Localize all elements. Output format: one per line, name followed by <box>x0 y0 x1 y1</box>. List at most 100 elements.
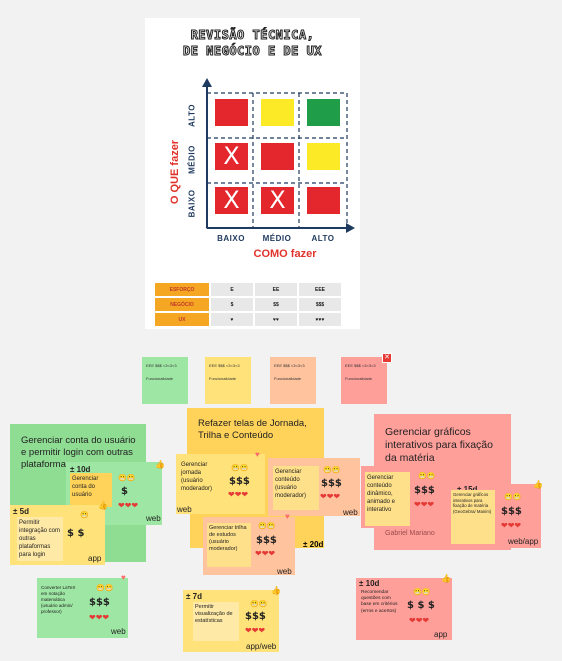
x-axis-title: COMO fazer <box>253 248 317 260</box>
template-sticky-peach[interactable]: EEE $$$ <3<3<3 Funcionalidade <box>270 357 316 404</box>
money-value: $$$ <box>89 597 110 608</box>
legend-value: ♥ <box>211 313 253 326</box>
x-level-baixo: BAIXO <box>217 234 245 243</box>
prioritization-matrix-card: REVISÃO TÉCNICA, DE NEGÓCIO E DE UX X X … <box>145 18 360 329</box>
heart-reaction-icon[interactable]: ♥ <box>121 573 126 582</box>
money-value: $$$ <box>501 506 522 517</box>
ux-hearts-icon: ❤❤❤ <box>245 626 266 635</box>
legend-value: EE <box>255 283 297 296</box>
estimate-label: ± 5d <box>13 507 29 516</box>
ux-hearts-icon: ❤❤❤ <box>320 492 341 501</box>
cell-alto-baixo <box>215 99 248 126</box>
group-jornada-sticky[interactable]: Refazer telas de Jornada, Trilha e Conte… <box>187 408 324 458</box>
effort-faces-icon: 😬😬 <box>258 523 276 530</box>
thumbs-up-icon[interactable]: 👍 <box>441 574 451 583</box>
cell-medio-alto <box>307 143 340 170</box>
card-converter-latex[interactable]: Converter LaTeX em notação matemática (u… <box>37 573 128 638</box>
card-gerenciar-trilha[interactable]: Gerenciar trilha de estudos (usuário mod… <box>203 512 295 576</box>
effort-faces-icon: 😬😬 <box>418 473 436 480</box>
legend-value: $$ <box>255 298 297 311</box>
effort-faces-icon: 😬😬 <box>413 589 431 596</box>
matrix-title-line2: DE NEGÓCIO E DE UX <box>182 44 323 59</box>
effort-faces-icon: 😬😬 <box>118 475 136 482</box>
ux-hearts-icon: ❤❤❤ <box>89 613 110 622</box>
money-value: $$$ <box>321 478 342 489</box>
template-head: EEE $$$ <3<3<3 <box>274 363 305 368</box>
y-level-baixo: BAIXO <box>187 189 197 218</box>
y-axis-title: O QUE fazer <box>169 139 181 205</box>
x-level-medio: MÉDIO <box>262 234 292 243</box>
template-body: Funcionalidade <box>274 376 302 381</box>
template-body: Funcionalidade <box>345 376 373 381</box>
cross-mark: X <box>223 186 240 214</box>
legend-row: NEGÓCIO $ $$ $$$ <box>155 298 341 311</box>
thumbs-up-icon[interactable]: 👍 <box>271 586 281 595</box>
y-level-alto: ALTO <box>187 103 197 128</box>
ux-hearts-icon: ❤❤❤ <box>118 501 139 510</box>
heart-reaction-icon[interactable]: ♥ <box>285 512 290 521</box>
estimate-label: ± 10d <box>70 465 91 474</box>
cell-medio-medio <box>261 143 294 170</box>
template-sticky-yellow[interactable]: EEE $$$ <3<3<3 Funcionalidade <box>205 357 251 404</box>
legend-value: $ <box>211 298 253 311</box>
group-title: Gerenciar conta do usuário e permitir lo… <box>21 435 136 470</box>
platform-label: web <box>343 508 358 517</box>
legend-value: $$$ <box>299 298 341 311</box>
money-value: $$$ <box>256 535 277 546</box>
cell-baixo-baixo: X <box>215 187 248 214</box>
thumbs-up-icon[interactable]: 👍 <box>533 480 543 489</box>
card-text: Permitir integração com outras plataform… <box>17 517 63 561</box>
legend-value: ♥♥♥ <box>299 313 341 326</box>
thumbs-up-icon[interactable]: 👍 <box>98 501 108 510</box>
template-head: EEE $$$ <3<3<3 <box>345 363 376 368</box>
close-icon[interactable]: ✕ <box>382 353 392 363</box>
legend-label: UX <box>155 313 209 326</box>
legend-value: ♥♥ <box>255 313 297 326</box>
card-graficos-interativos[interactable]: ± 15d Gerenciar gráficos interativos par… <box>447 480 543 548</box>
money-value: $ $ <box>67 528 85 539</box>
thumbs-up-icon[interactable]: 👍 <box>155 460 165 469</box>
money-value: $$$ <box>245 611 266 622</box>
cell-baixo-medio: X <box>261 187 294 214</box>
template-sticky-pink[interactable]: EEE $$$ <3<3<3 Funcionalidade <box>341 357 387 404</box>
x-level-alto: ALTO <box>311 234 335 243</box>
card-gerenciar-jornada[interactable]: Gerenciar jornada (usuário moderador) 😬😬… <box>176 450 265 514</box>
ux-hearts-icon: ❤❤❤ <box>501 521 522 530</box>
card-integracao-login[interactable]: ± 5d Permitir integração com outras plat… <box>10 501 108 565</box>
effort-faces-icon: 😬😬 <box>323 467 341 474</box>
matrix-title-line1: REVISÃO TÉCNICA, <box>190 28 315 43</box>
legend-row: ESFORÇO E EE EEE <box>155 283 341 296</box>
platform-label: app <box>434 630 448 639</box>
money-value: $$$ <box>229 476 250 487</box>
platform-label: app <box>88 554 102 563</box>
card-gerenciar-conteudo[interactable]: Gerenciar conteúdo (usuário moderador) 😬… <box>268 458 360 517</box>
cell-alto-medio <box>261 99 294 126</box>
estimate-label: ± 15d <box>457 485 477 494</box>
card-text: Gerenciar jornada (usuário moderador) <box>181 462 213 492</box>
legend-label: ESFORÇO <box>155 283 209 296</box>
card-estatisticas[interactable]: ± 7d Permitir visualização de estatístic… <box>183 586 281 652</box>
legend-label: NEGÓCIO <box>155 298 209 311</box>
platform-label: web <box>146 514 161 523</box>
card-text: Converter LaTeX em notação matemática (u… <box>41 585 76 614</box>
card-text: Gerenciar conteúdo dinâmico, animado e i… <box>365 472 410 526</box>
legend-value: EEE <box>299 283 341 296</box>
card-conteudo-dinamico[interactable]: Gerenciar conteúdo dinâmico, animado e i… <box>361 466 453 528</box>
card-recomendar-questoes[interactable]: ± 10d Recomendar questões com base em cr… <box>356 574 452 640</box>
card-text: Gerenciar conteúdo (usuário moderador) <box>273 466 319 510</box>
estimate-label: ± 20d <box>303 540 324 549</box>
group-title: Gerenciar gráficos interativos para fixa… <box>385 426 493 464</box>
platform-label: web <box>177 505 192 514</box>
ux-hearts-icon: ❤❤❤ <box>255 549 276 558</box>
money-value: $ $ $ <box>407 600 435 611</box>
template-head: EEE $$$ <3<3<3 <box>209 363 240 368</box>
money-value: $$$ <box>414 485 435 496</box>
card-text: Recomendar questões com base em critério… <box>361 590 398 614</box>
template-sticky-green[interactable]: EEE $$$ <3<3<3 Funcionalidade <box>142 357 188 404</box>
card-text: Permitir visualização de estatísticas <box>193 602 239 641</box>
effort-faces-icon: 😬😬 <box>96 585 114 592</box>
matrix-axes <box>202 78 355 233</box>
heart-reaction-icon[interactable]: ♥ <box>255 450 260 459</box>
y-level-medio: MÉDIO <box>187 145 197 174</box>
cell-medio-baixo: X <box>215 143 248 170</box>
